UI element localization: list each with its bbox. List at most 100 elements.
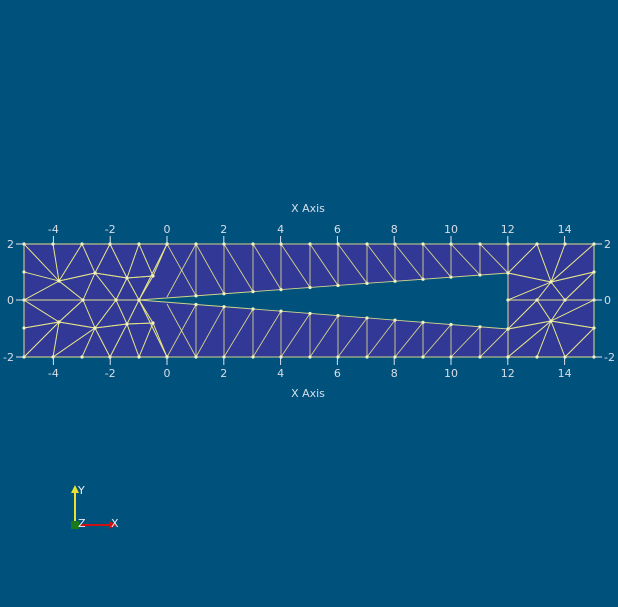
mesh-edge [337,243,368,284]
x-tick-label-top: 12 [501,223,515,236]
cube-axes: -4 -4 -2 -2 0 0 2 2 4 4 6 6 8 8 10 10 12 12 14 14 2 2 0 0 -2 -2 [3,223,615,380]
mesh-edge [507,281,552,301]
x-tick-label-bottom: 4 [277,367,284,380]
mesh-edge [450,243,481,276]
mesh-edge [550,281,566,301]
x-tick-label-bottom: 12 [501,367,515,380]
mesh-edge [126,243,140,279]
mesh-edge [550,243,566,283]
mesh-edge [126,275,154,279]
mesh-node [336,314,340,318]
mesh-node [336,242,340,246]
mesh-edge [23,243,60,282]
mesh-node [336,283,340,288]
mesh-node [137,242,141,246]
mesh-node [137,355,141,359]
mesh-edge [550,299,595,322]
x-tick-label-bottom: 2 [220,367,227,380]
mesh-edge [138,243,154,277]
y-tick-label-right: 0 [604,294,611,307]
mesh-edge [195,243,225,295]
mesh-node [93,326,97,330]
mesh-node [478,325,482,329]
mesh-node [251,355,255,359]
mesh-edge [94,272,117,301]
mesh-node [421,320,425,324]
mesh-nodes [22,242,596,359]
mesh-edge [138,299,509,330]
mesh-edge [479,328,509,358]
mesh-edge [166,303,197,358]
y-tick-label-left: 2 [7,238,14,251]
mesh-edge [507,243,538,274]
triad-y-label: Y [77,484,85,497]
mesh-node [194,355,198,359]
mesh-node [449,322,453,327]
x-tick-label-top: 4 [277,223,284,236]
mesh-edge [94,327,111,358]
mesh-edge [23,271,60,282]
mesh-edge [536,281,552,301]
mesh-node [549,319,553,323]
mesh-edge [126,323,140,358]
mesh-edge [94,299,117,329]
mesh-edge [138,275,154,301]
mesh-node [365,242,369,246]
mesh-edge [507,320,552,358]
mesh-edge [366,319,396,358]
mesh-edge [23,321,60,358]
mesh-edge [82,299,96,329]
mesh-edge [138,272,509,301]
mesh-node [421,355,425,359]
x-tick-label-bottom: 6 [334,367,341,380]
mesh-node [137,298,141,302]
mesh-edge [58,299,84,323]
x-tick-label-bottom: -2 [105,367,116,380]
mesh-edge [23,321,60,329]
mesh-node [506,271,510,275]
x-tick-label-top: 0 [164,223,171,236]
mesh-edge [252,243,282,290]
mesh-edge [394,322,424,358]
mesh-edge [564,271,595,301]
mesh-edge [536,243,552,283]
x-tick-label-top: 10 [444,223,458,236]
mesh-edge [52,327,96,358]
mesh-node [194,302,198,307]
mesh-node [421,277,425,281]
mesh-node [365,281,369,285]
mesh-edge [550,243,595,283]
mesh-edge [309,315,339,358]
orientation-triad-icon: X Y Z [71,484,119,530]
mesh-edge [23,280,60,301]
mesh-node [393,318,397,322]
mesh-node [535,242,539,246]
x-axis-title-top: X Axis [291,202,325,215]
mesh-edge [223,243,254,292]
mesh-edge [550,320,595,329]
mesh-node [194,294,198,298]
mesh-edge [94,272,128,279]
mesh-node [421,242,425,246]
mesh-node [365,355,369,359]
y-tick-label-left: 0 [7,294,14,307]
mesh-edge [115,277,128,301]
mesh-edge [564,327,595,358]
x-tick-label-bottom: 8 [391,367,398,380]
mesh-node [151,274,155,278]
mesh-edge [550,271,595,283]
mesh-edge [138,243,168,301]
mesh-node [308,242,312,246]
mesh-edge [422,243,452,278]
mesh-edge [536,299,552,322]
mesh-edge [166,243,197,298]
mesh-edge [507,272,552,283]
mesh-node [80,355,84,359]
mesh-edge [536,320,552,358]
mesh-node [449,275,453,279]
mesh-edge [507,299,538,330]
mesh-node [535,355,539,359]
x-tick-label-bottom: 10 [444,367,458,380]
